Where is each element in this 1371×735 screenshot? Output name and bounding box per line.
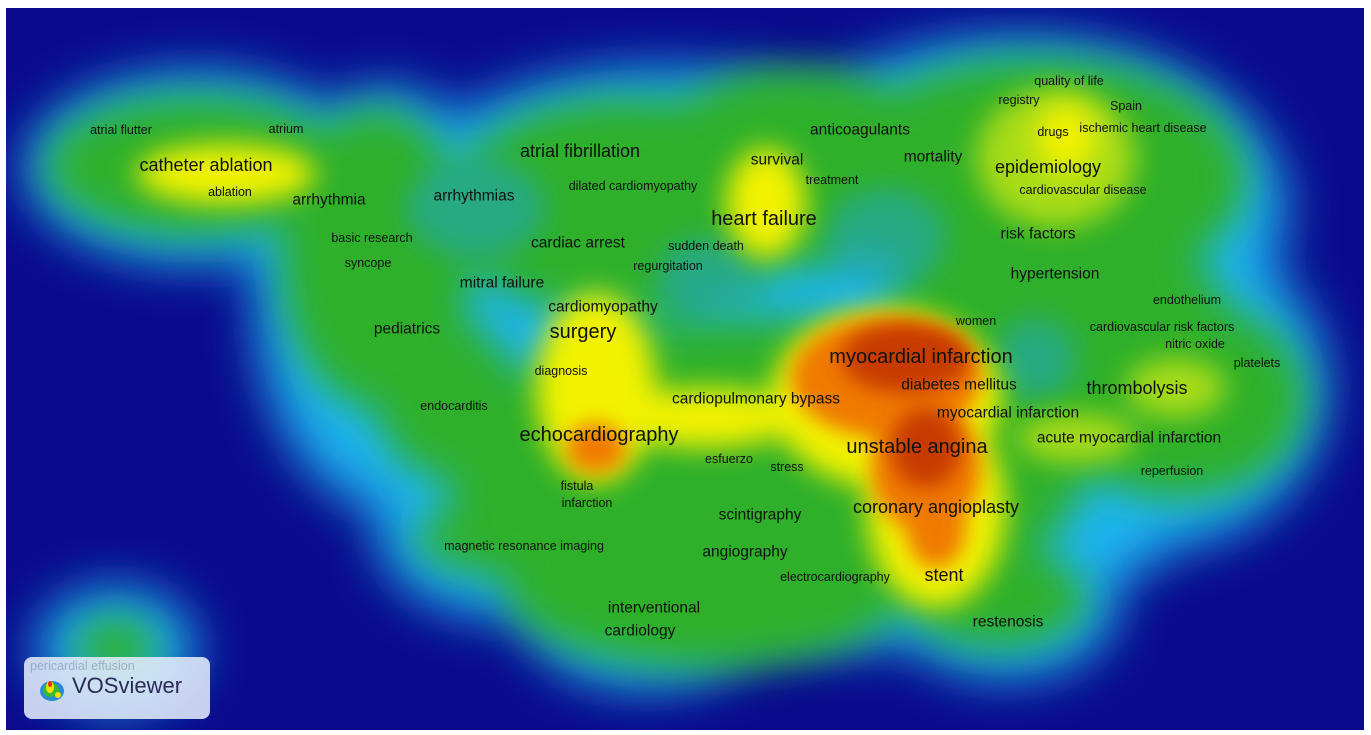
term-label[interactable]: infarction	[561, 495, 613, 510]
term-label[interactable]: acute myocardial infarction	[1036, 429, 1222, 447]
term-label[interactable]: cardiac arrest	[531, 234, 625, 252]
density-map[interactable]: atrial flutter atrium catheter ablation …	[6, 8, 1364, 730]
term-label[interactable]: atrial fibrillation	[519, 141, 641, 161]
term-label[interactable]: cardiopulmonary bypass	[671, 390, 841, 408]
term-label[interactable]: hypertension	[1010, 265, 1100, 283]
term-label[interactable]: survival	[750, 151, 804, 169]
term-label[interactable]: endocarditis	[420, 398, 488, 413]
term-label[interactable]: unstable angina	[846, 436, 988, 458]
term-label[interactable]: syncope	[344, 255, 392, 270]
term-label[interactable]: mortality	[903, 148, 963, 166]
term-label[interactable]: stress	[770, 459, 804, 474]
term-label[interactable]: diabetes mellitus	[901, 376, 1017, 394]
term-label[interactable]: diagnosis	[534, 363, 588, 378]
term-label[interactable]: treatment	[805, 172, 859, 187]
term-label[interactable]: basic research	[331, 230, 413, 245]
term-label[interactable]: anticoagulants	[810, 121, 910, 139]
term-label[interactable]: cardiovascular risk factors	[1089, 319, 1235, 334]
term-label[interactable]: registry	[998, 92, 1040, 107]
term-label[interactable]: cardiomyopathy	[548, 298, 658, 316]
term-label[interactable]: sudden death	[668, 238, 744, 253]
term-label[interactable]: heart failure	[711, 208, 817, 230]
term-label[interactable]: arrhythmias	[433, 187, 515, 205]
term-label[interactable]: myocardial infarction	[936, 404, 1080, 422]
vosviewer-logo-icon	[40, 681, 64, 701]
term-label[interactable]: atrium	[268, 121, 304, 136]
term-label[interactable]: nitric oxide	[1165, 336, 1225, 351]
term-label[interactable]: coronary angioplasty	[852, 497, 1020, 517]
term-label[interactable]: myocardial infarction	[829, 346, 1013, 368]
term-label[interactable]: regurgitation	[633, 258, 703, 273]
term-label[interactable]: magnetic resonance imaging	[444, 538, 604, 553]
term-label[interactable]: cardiology	[604, 622, 676, 640]
faded-term-label: pericardial effusion	[30, 659, 135, 673]
term-label[interactable]: risk factors	[1000, 225, 1076, 243]
term-label[interactable]: scintigraphy	[718, 506, 802, 524]
term-label[interactable]: endothelium	[1152, 292, 1222, 307]
term-label[interactable]: stent	[924, 565, 964, 585]
term-label[interactable]: surgery	[549, 321, 617, 343]
term-label[interactable]: dilated cardiomyopathy	[568, 178, 698, 193]
term-label[interactable]: echocardiography	[519, 424, 679, 446]
term-label[interactable]: angiography	[702, 543, 788, 561]
term-label[interactable]: Spain	[1110, 98, 1142, 113]
term-label[interactable]: restenosis	[972, 613, 1044, 631]
term-label[interactable]: arrhythmia	[292, 191, 366, 209]
term-label[interactable]: ischemic heart disease	[1079, 120, 1207, 135]
term-label[interactable]: quality of life	[1034, 73, 1104, 88]
vosviewer-logo-badge: pericardial effusion VOSviewer	[24, 657, 210, 719]
term-label[interactable]: fistula	[560, 478, 594, 493]
term-label[interactable]: thrombolysis	[1086, 378, 1188, 398]
term-label[interactable]: catheter ablation	[139, 155, 273, 175]
app-logo-text: VOSviewer	[72, 673, 183, 698]
term-label[interactable]: drugs	[1037, 124, 1069, 139]
term-label[interactable]: women	[955, 313, 997, 328]
term-label[interactable]: mitral failure	[459, 274, 545, 292]
term-label[interactable]: ablation	[208, 184, 252, 199]
term-label[interactable]: esfuerzo	[705, 451, 753, 466]
term-label[interactable]: atrial flutter	[90, 122, 152, 137]
term-label[interactable]: electrocardiography	[780, 569, 890, 584]
term-label[interactable]: reperfusion	[1140, 463, 1204, 478]
term-label[interactable]: platelets	[1233, 355, 1281, 370]
term-label[interactable]: interventional	[607, 599, 701, 617]
term-label[interactable]: cardiovascular disease	[1019, 182, 1147, 197]
term-label[interactable]: pediatrics	[373, 320, 441, 338]
term-label[interactable]: epidemiology	[994, 157, 1102, 177]
density-heatmap	[26, 38, 1326, 708]
